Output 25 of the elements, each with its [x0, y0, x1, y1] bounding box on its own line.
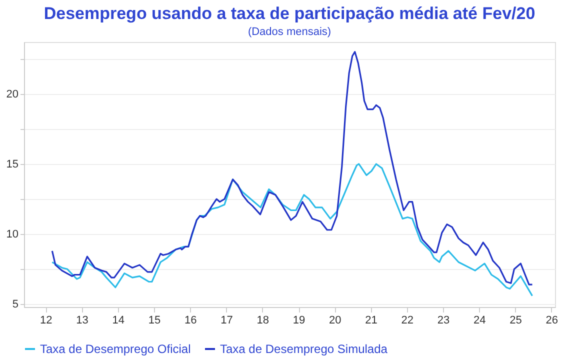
- y-tick-label: 20: [6, 88, 18, 100]
- x-tick-label: 21: [365, 314, 378, 326]
- x-tick-label: 12: [40, 314, 52, 326]
- x-tick-label: 26: [546, 314, 558, 326]
- legend-label: Taxa de Desemprego Oficial: [40, 342, 191, 356]
- chart-subtitle: (Dados mensais): [248, 26, 332, 38]
- x-tick-label: 14: [112, 314, 125, 326]
- x-tick-label: 18: [256, 314, 270, 326]
- x-tick-label: 25: [510, 314, 522, 326]
- x-tick-label: 22: [401, 314, 414, 326]
- line-series: [51, 51, 534, 286]
- x-tick-label: 15: [148, 314, 161, 326]
- line-series: [51, 163, 534, 297]
- x-tick-label: 20: [329, 314, 342, 326]
- y-tick-label: 10: [6, 228, 18, 241]
- x-tick-label: 19: [292, 314, 306, 326]
- legend-label: Taxa de Desemprego Simulada: [220, 342, 388, 356]
- x-tick-label: 23: [437, 314, 450, 326]
- chart-title: Desemprego usando a taxa de participação média até Fev/20: [44, 4, 536, 23]
- x-tick-label: 17: [220, 314, 233, 326]
- x-tick-label: 24: [474, 314, 486, 326]
- x-tick-label: 13: [76, 314, 88, 326]
- x-tick-label: 16: [184, 314, 197, 326]
- y-tick-label: 5: [12, 298, 18, 311]
- y-tick-label: 15: [6, 158, 18, 170]
